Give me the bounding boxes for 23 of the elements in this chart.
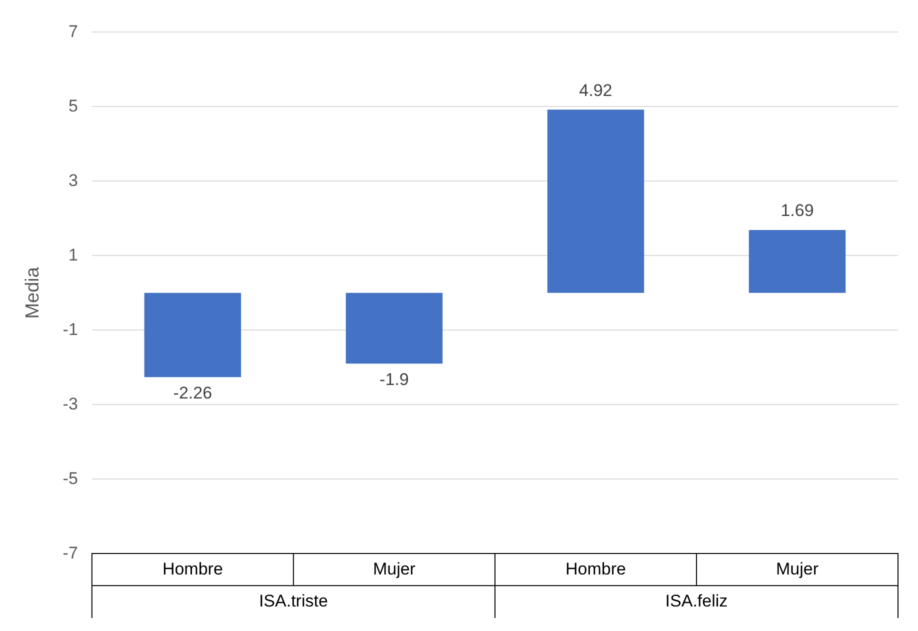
y-tick-label: 3	[68, 170, 78, 190]
text: ISA.feliz	[665, 591, 728, 610]
bar	[144, 292, 242, 378]
x-tick-label: Hombre	[162, 559, 223, 578]
y-tick-label: 5	[68, 96, 78, 116]
bar	[346, 292, 443, 364]
data-label: -2.26	[173, 383, 212, 402]
y-tick-label: -5	[62, 468, 78, 488]
y-tick-label: -3	[62, 394, 78, 414]
x-tick-label: Mujer	[776, 559, 819, 578]
text: ISA.triste	[258, 591, 328, 610]
y-axis-title: Media	[22, 266, 44, 319]
y-tick-label: 1	[68, 245, 78, 264]
x-tick-label: Mujer	[372, 559, 416, 578]
bar	[748, 230, 846, 293]
x-tick-label: Hombre	[565, 559, 626, 578]
y-tick-label: -7	[62, 543, 78, 562]
bar	[547, 110, 644, 293]
y-tick-label: -1	[62, 320, 78, 339]
data-label: 4.92	[579, 80, 612, 100]
data-label: -1.9	[380, 370, 409, 389]
y-tick-label: 7	[68, 22, 78, 41]
data-label: 1.69	[780, 201, 814, 220]
